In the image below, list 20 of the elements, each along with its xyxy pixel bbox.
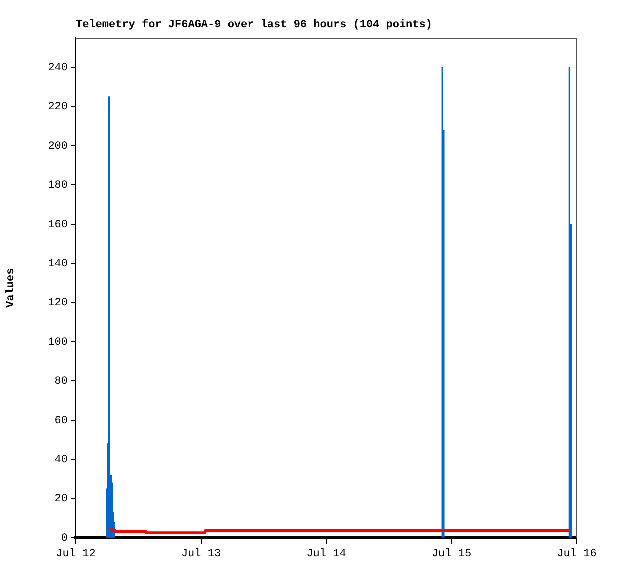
- y-tick-label: 220: [48, 102, 68, 114]
- y-tick-label: 180: [48, 180, 68, 192]
- y-tick-label: 40: [54, 454, 68, 467]
- x-tick-label: Jul 12: [56, 548, 96, 561]
- y-tick-label: 80: [54, 376, 68, 388]
- x-tick-label: Jul 16: [557, 548, 597, 561]
- chart-title: Telemetry for JF6AGA-9 over last 96 hours (104 points): [76, 18, 432, 32]
- x-tick-label: Jul 13: [181, 548, 222, 561]
- x-tick-label: Jul 15: [432, 548, 472, 561]
- y-tick-label: 60: [54, 415, 68, 428]
- y-tick-label: 140: [48, 258, 68, 271]
- y-axis-title: Values: [5, 268, 18, 308]
- x-tick-label: Jul 14: [306, 548, 347, 561]
- y-tick-label: 120: [48, 298, 68, 310]
- y-tick-label: 20: [54, 494, 68, 506]
- y-tick-label: 100: [48, 336, 68, 349]
- y-tick-label: 160: [48, 219, 68, 232]
- y-tick-label: 200: [48, 140, 68, 153]
- y-tick-label: 240: [48, 62, 68, 75]
- y-tick-label: 0: [61, 532, 68, 545]
